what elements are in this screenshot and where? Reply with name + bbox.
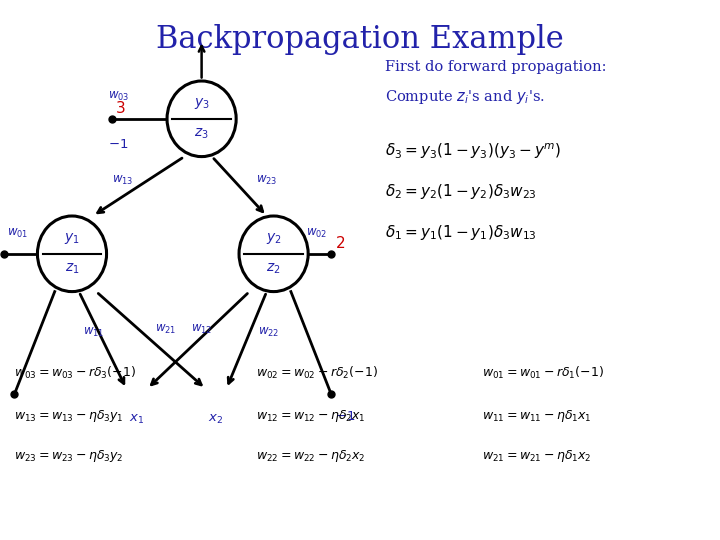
Text: $w_{13}$: $w_{13}$ [112, 174, 133, 187]
Text: Backpropagation Example: Backpropagation Example [156, 24, 564, 55]
Ellipse shape [239, 216, 308, 292]
Text: $w_{23} = w_{23} - \eta\delta_3 y_2$: $w_{23} = w_{23} - \eta\delta_3 y_2$ [14, 448, 124, 464]
Text: $w_{12} = w_{12} - \eta\delta_2 x_1$: $w_{12} = w_{12} - \eta\delta_2 x_1$ [256, 408, 365, 424]
Text: $x_1$: $x_1$ [129, 413, 145, 426]
Text: $-1$: $-1$ [108, 138, 128, 151]
Text: $2$: $2$ [335, 235, 345, 251]
Text: $w_{11}$: $w_{11}$ [83, 326, 104, 339]
Text: $w_{01}$: $w_{01}$ [7, 227, 29, 240]
Ellipse shape [167, 81, 236, 157]
Text: $-1$: $-1$ [335, 410, 355, 423]
Text: $w_{03}$: $w_{03}$ [108, 90, 130, 103]
Text: $\delta_1 = y_1(1-y_1)\delta_3 w_{13}$: $\delta_1 = y_1(1-y_1)\delta_3 w_{13}$ [385, 222, 537, 242]
Text: $w_{03} = w_{03} - r\delta_3(-1)$: $w_{03} = w_{03} - r\delta_3(-1)$ [14, 364, 136, 381]
Text: $w_{22}$: $w_{22}$ [258, 326, 279, 339]
Text: $z_1$: $z_1$ [65, 262, 79, 276]
Text: $w_{13} = w_{13} - \eta\delta_3 y_1$: $w_{13} = w_{13} - \eta\delta_3 y_1$ [14, 408, 124, 424]
Point [0, 249, 9, 258]
Text: First do forward propagation:: First do forward propagation: [385, 60, 607, 75]
Text: $z_2$: $z_2$ [266, 262, 281, 276]
Text: $w_{02}$: $w_{02}$ [306, 227, 328, 240]
Point [325, 390, 337, 399]
Text: $w_{12}$: $w_{12}$ [191, 323, 212, 336]
Text: $y_1$: $y_1$ [64, 231, 80, 246]
Text: $\delta_3 = y_3(1-y_3)(y_3 - y^m)$: $\delta_3 = y_3(1-y_3)(y_3 - y^m)$ [385, 141, 562, 161]
Text: $x_2$: $x_2$ [209, 413, 223, 426]
Text: $w_{23}$: $w_{23}$ [256, 174, 277, 187]
Text: $w_{11} = w_{11} - \eta\delta_1 x_1$: $w_{11} = w_{11} - \eta\delta_1 x_1$ [482, 408, 592, 424]
Text: $\delta_2 = y_2(1-y_2)\delta_3 w_{23}$: $\delta_2 = y_2(1-y_2)\delta_3 w_{23}$ [385, 182, 537, 201]
Point [9, 390, 20, 399]
Text: $z_3$: $z_3$ [194, 127, 209, 141]
Text: $y_2$: $y_2$ [266, 231, 282, 246]
Text: $3$: $3$ [115, 100, 126, 116]
Text: $y_3$: $y_3$ [194, 96, 210, 111]
Text: $w_{02} = w_{02} - r\delta_2(-1)$: $w_{02} = w_{02} - r\delta_2(-1)$ [256, 364, 377, 381]
Ellipse shape [37, 216, 107, 292]
Text: $w_{22} = w_{22} - \eta\delta_2 x_2$: $w_{22} = w_{22} - \eta\delta_2 x_2$ [256, 448, 365, 464]
Text: Compute $z_i$'s and $y_i$'s.: Compute $z_i$'s and $y_i$'s. [385, 88, 545, 106]
Text: $w_{21}$: $w_{21}$ [155, 323, 176, 336]
Point [106, 114, 117, 123]
Text: $w_{01} = w_{01} - r\delta_1(-1)$: $w_{01} = w_{01} - r\delta_1(-1)$ [482, 364, 604, 381]
Text: $w_{21} = w_{21} - \eta\delta_1 x_2$: $w_{21} = w_{21} - \eta\delta_1 x_2$ [482, 448, 592, 464]
Point [325, 249, 337, 258]
